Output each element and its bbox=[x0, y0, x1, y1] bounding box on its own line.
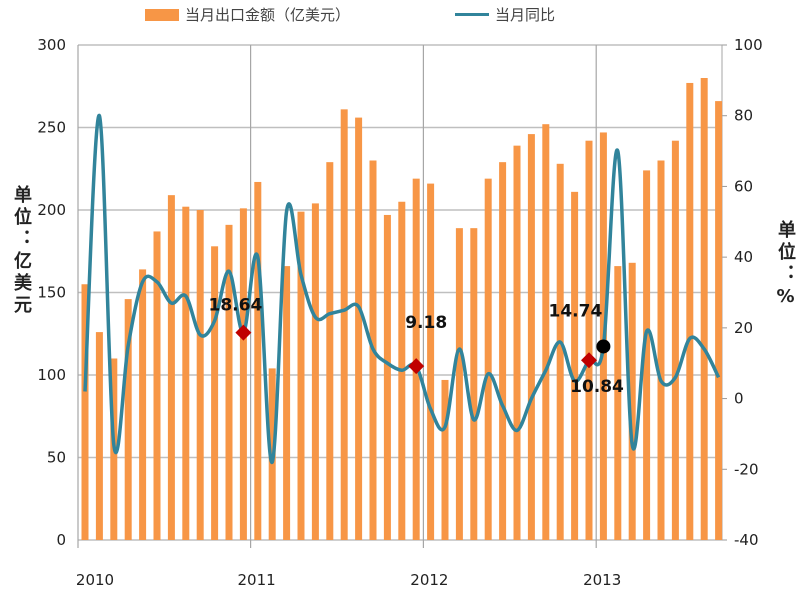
bar bbox=[81, 284, 89, 540]
bar bbox=[470, 228, 478, 540]
left-tick-label: 50 bbox=[47, 449, 66, 467]
bar bbox=[700, 78, 708, 540]
annotation-label: 14.74 bbox=[549, 301, 603, 321]
bar bbox=[211, 246, 219, 541]
right-tick-label: -40 bbox=[734, 531, 759, 549]
legend-bar-label: 当月出口金额（亿美元） bbox=[185, 6, 351, 24]
bar bbox=[95, 332, 103, 540]
annotation-diamond-marker bbox=[235, 324, 252, 341]
bar bbox=[254, 181, 262, 540]
bar bbox=[340, 109, 348, 540]
left-axis-label: 单位：亿美元 bbox=[11, 185, 32, 317]
bar bbox=[239, 208, 247, 540]
bar bbox=[427, 183, 435, 540]
right-tick-label: 20 bbox=[734, 319, 753, 337]
bar bbox=[124, 299, 132, 540]
bar bbox=[441, 379, 449, 540]
bar bbox=[542, 124, 550, 540]
bar bbox=[643, 170, 651, 540]
legend-line: 当月同比 bbox=[455, 4, 555, 25]
legend-bar-swatch bbox=[145, 8, 179, 21]
bar bbox=[527, 134, 535, 540]
bar bbox=[513, 145, 521, 540]
bar bbox=[628, 262, 636, 540]
right-axis-label: 单位：% bbox=[775, 220, 796, 311]
legend-line-swatch bbox=[455, 13, 489, 16]
left-tick-label: 200 bbox=[37, 201, 66, 219]
bar bbox=[225, 224, 233, 540]
bar bbox=[499, 162, 507, 540]
right-tick-label: 100 bbox=[734, 36, 763, 54]
left-tick-label: 150 bbox=[37, 284, 66, 302]
bar bbox=[455, 228, 463, 540]
right-tick-label: 40 bbox=[734, 248, 753, 266]
yoy-line bbox=[83, 113, 721, 464]
bar bbox=[297, 211, 305, 540]
annotation-label: 18.64 bbox=[209, 296, 263, 316]
bar bbox=[614, 266, 622, 540]
bar bbox=[153, 231, 161, 540]
x-tick-label: 2013 bbox=[583, 571, 621, 589]
x-tick-label: 2012 bbox=[410, 571, 448, 589]
bar bbox=[657, 160, 665, 540]
bar bbox=[311, 203, 319, 540]
legend-bar: 当月出口金额（亿美元） bbox=[145, 4, 350, 25]
left-tick-label: 0 bbox=[56, 531, 66, 549]
bar bbox=[715, 101, 723, 540]
right-tick-label: -20 bbox=[734, 460, 759, 478]
bar bbox=[585, 140, 593, 540]
right-tick-label: 80 bbox=[734, 107, 753, 125]
bar bbox=[556, 163, 564, 541]
annotation-circle-marker bbox=[596, 339, 611, 354]
bar bbox=[671, 140, 679, 540]
legend-line-label: 当月同比 bbox=[495, 6, 556, 24]
bar bbox=[383, 214, 391, 540]
annotation-label: 9.18 bbox=[405, 313, 447, 333]
bar bbox=[326, 162, 334, 540]
bar bbox=[139, 269, 147, 540]
right-tick-label: 60 bbox=[734, 177, 753, 195]
bar bbox=[167, 195, 175, 540]
bar bbox=[686, 82, 694, 540]
x-tick-label: 2011 bbox=[238, 571, 276, 589]
bar bbox=[571, 191, 579, 540]
annotation-diamond-marker bbox=[408, 358, 425, 375]
left-tick-label: 250 bbox=[37, 119, 66, 137]
bar bbox=[484, 178, 492, 540]
bar bbox=[196, 210, 204, 540]
bar bbox=[283, 266, 291, 540]
annotation-label: 10.84 bbox=[570, 377, 624, 397]
bar bbox=[355, 117, 363, 540]
bar bbox=[182, 206, 190, 540]
left-tick-label: 300 bbox=[37, 36, 66, 54]
x-tick-label: 2010 bbox=[76, 571, 114, 589]
right-tick-label: 0 bbox=[734, 390, 744, 408]
left-tick-label: 100 bbox=[37, 366, 66, 384]
annotation-diamond-marker bbox=[581, 352, 597, 369]
